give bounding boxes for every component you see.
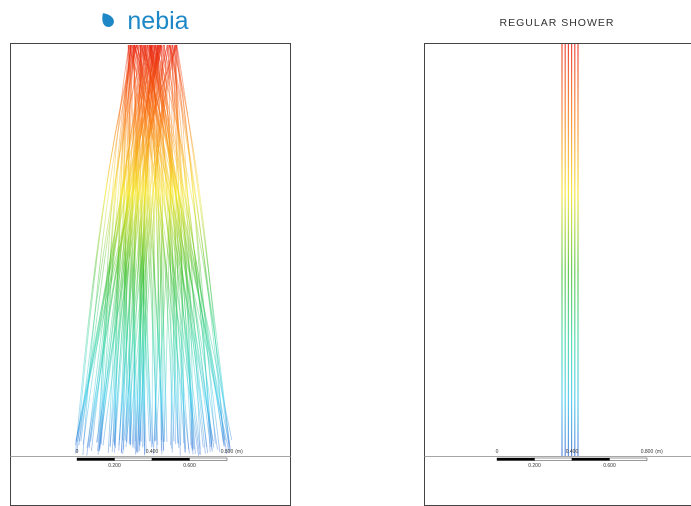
scale-label: 0 (76, 449, 79, 455)
scale-label: 0.200 (108, 463, 121, 469)
scale-segment (152, 458, 190, 461)
page: nebia 00.4000.800(m)0.2000.600 REGULAR S… (0, 0, 691, 506)
logo-text: nebia (127, 7, 188, 35)
scale-segment (190, 458, 228, 461)
scale-label: 0.400 (566, 449, 579, 455)
panel-frame (425, 44, 691, 506)
scale-segment (610, 458, 648, 461)
scale-bar: 0 0.400 0.800(m) 0.200 0.600 (76, 449, 243, 469)
scale-label: (m) (655, 449, 663, 455)
spray (75, 45, 232, 456)
scale-label: 0.800 (221, 449, 234, 455)
scale-segment (535, 458, 573, 461)
scale-segment (115, 458, 153, 461)
scale-label: 0.600 (183, 463, 196, 469)
logo-drop (99, 10, 116, 29)
scale-segment (572, 458, 610, 461)
scale-label: 0.400 (146, 449, 159, 455)
scale-segment (77, 458, 115, 461)
figure: nebia 00.4000.800(m)0.2000.600 REGULAR S… (0, 0, 691, 506)
scale-label: (m) (235, 449, 243, 455)
scale-label: 0 (496, 449, 499, 455)
spray (562, 44, 578, 456)
scale-bar: 0 0.400 0.800(m) 0.200 0.600 (496, 449, 663, 469)
scale-label: 0.200 (528, 463, 541, 469)
scale-label: 0.600 (603, 463, 616, 469)
scale-label: 0.800 (641, 449, 654, 455)
scale-segment (497, 458, 535, 461)
panel-title: REGULAR SHOWER (500, 17, 615, 29)
